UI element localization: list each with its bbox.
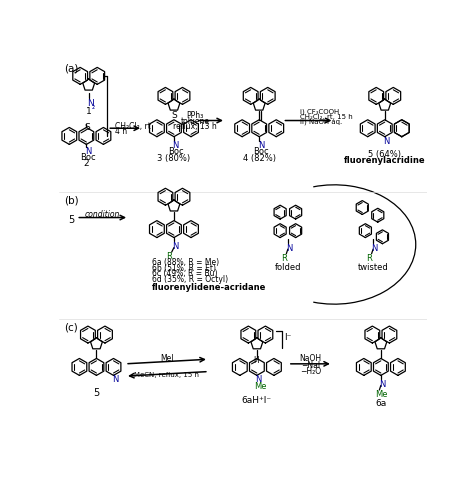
Text: 6d (35%, R = Octyl): 6d (35%, R = Octyl) [152, 274, 228, 283]
Text: condition: condition [85, 210, 120, 219]
Text: I⁻: I⁻ [284, 333, 292, 342]
Text: N: N [173, 141, 179, 150]
Text: N: N [112, 376, 118, 384]
Text: reflux, 13 h: reflux, 13 h [173, 122, 217, 131]
Text: i) CF₃COOH: i) CF₃COOH [300, 108, 339, 115]
Text: 5: 5 [68, 215, 74, 225]
Text: N: N [173, 242, 179, 251]
Text: PPh₃: PPh₃ [186, 111, 203, 120]
Text: toluene: toluene [181, 117, 210, 126]
Text: −NaI: −NaI [301, 361, 320, 370]
Text: R: R [366, 254, 372, 263]
Text: 6a: 6a [375, 399, 386, 408]
Text: Boc: Boc [253, 147, 269, 156]
Text: H: H [253, 356, 259, 365]
Text: 6aH⁺I⁻: 6aH⁺I⁻ [242, 396, 272, 405]
Text: N: N [379, 380, 386, 389]
Text: 6a (88%, R = Me): 6a (88%, R = Me) [152, 258, 219, 268]
Text: R: R [281, 254, 287, 263]
Text: S: S [84, 123, 90, 132]
Text: MeCN, reflux, 15 h: MeCN, reflux, 15 h [135, 372, 200, 378]
Text: twisted: twisted [358, 263, 389, 272]
Text: R: R [166, 252, 172, 261]
Text: Me: Me [255, 382, 267, 390]
Text: (c): (c) [64, 322, 78, 332]
Text: fluorenylidene-acridane: fluorenylidene-acridane [152, 283, 266, 292]
Text: 4 (82%): 4 (82%) [243, 154, 276, 163]
Text: N: N [372, 244, 378, 253]
Text: ii) NaOH aq.: ii) NaOH aq. [300, 119, 342, 126]
Text: N: N [85, 147, 91, 157]
Text: 5: 5 [93, 388, 100, 399]
Text: (b): (b) [64, 195, 79, 205]
Text: 6b (51%, R = Et): 6b (51%, R = Et) [152, 264, 216, 273]
Text: N: N [258, 141, 264, 150]
Text: Boc: Boc [80, 153, 96, 162]
Text: 5 (64%): 5 (64%) [368, 150, 401, 159]
Text: CH₂Cl₂, rt, 15 h: CH₂Cl₂, rt, 15 h [300, 113, 352, 120]
Text: fluorenylacridine: fluorenylacridine [344, 156, 426, 165]
Text: 3 (80%): 3 (80%) [157, 154, 191, 163]
Text: S: S [172, 110, 177, 119]
Text: CH₂Cl₂, rt: CH₂Cl₂, rt [115, 122, 151, 131]
Text: N: N [87, 99, 94, 108]
Text: ₂: ₂ [92, 102, 95, 111]
Text: 6c (49%, R = Bu): 6c (49%, R = Bu) [152, 269, 218, 278]
Text: 1: 1 [86, 107, 91, 116]
Text: 2: 2 [83, 159, 89, 168]
Text: Me: Me [375, 390, 388, 399]
Text: NaOH: NaOH [299, 354, 321, 363]
Text: −H₂O: −H₂O [300, 367, 321, 376]
Text: N: N [383, 137, 390, 146]
Text: Boc: Boc [168, 147, 183, 156]
Text: N: N [286, 244, 293, 253]
Text: folded: folded [274, 263, 301, 272]
Text: (a): (a) [64, 63, 78, 74]
Text: 4 h: 4 h [115, 128, 127, 136]
Text: MeI: MeI [160, 354, 174, 363]
Text: N: N [255, 376, 262, 384]
